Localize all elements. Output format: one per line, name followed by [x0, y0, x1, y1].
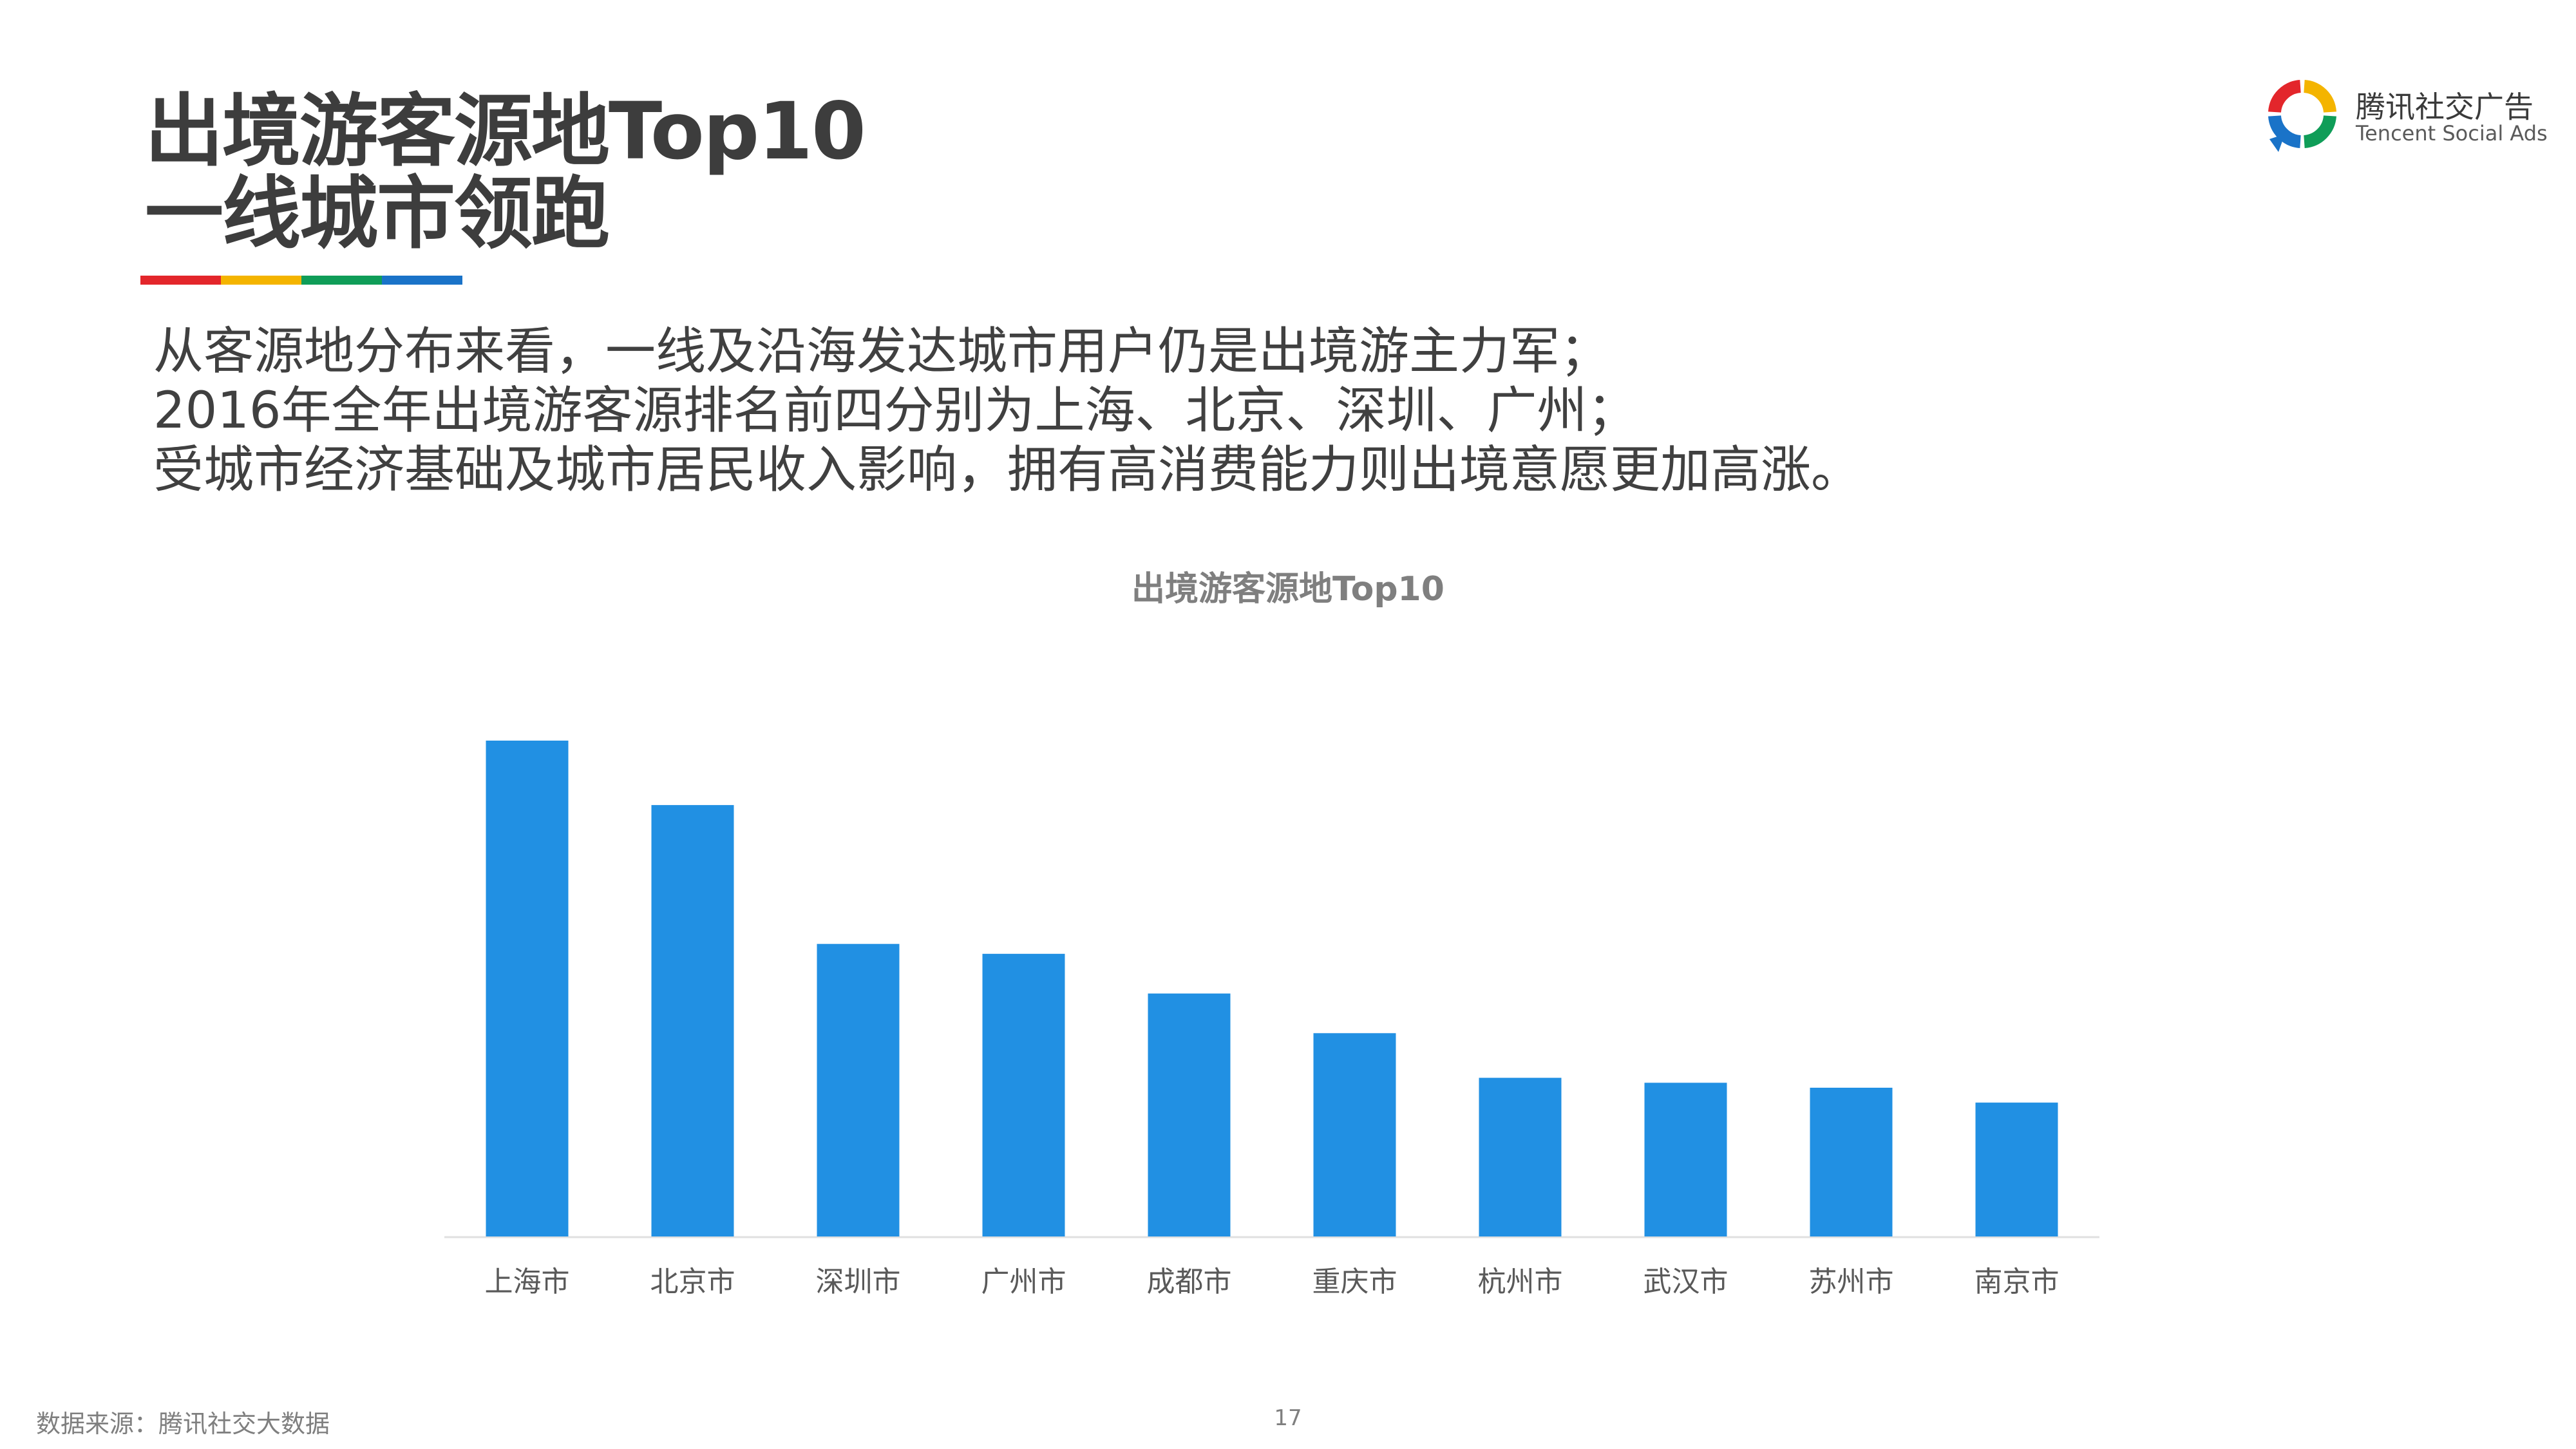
x-tick-label-2: 北京市 [650, 1265, 735, 1298]
page-title-line-1: 出境游客源地Top10 [145, 86, 866, 177]
bar-10 [1975, 1103, 2058, 1236]
page-title-line-2: 一线城市领跑 [145, 168, 610, 260]
accent-yellow [221, 276, 301, 285]
x-tick-label-10: 南京市 [1975, 1265, 2060, 1298]
x-tick-label-4: 广州市 [981, 1265, 1066, 1298]
logo-bubble-tail [2269, 134, 2285, 152]
bar-chart: 上海市 北京市 深圳市 广州市 成都市 重庆市 杭州市 武汉市 苏州市 南京市 [444, 741, 2099, 1298]
x-tick-label-8: 武汉市 [1643, 1265, 1728, 1298]
bar-1 [486, 741, 569, 1236]
logo-icon [2268, 80, 2336, 152]
x-tick-label-3: 深圳市 [816, 1265, 901, 1298]
data-source-note: 数据来源：腾讯社交大数据 [36, 1410, 330, 1438]
x-tick-label-5: 成都市 [1147, 1265, 1232, 1298]
bar-8 [1644, 1083, 1727, 1236]
x-tick-label-9: 苏州市 [1809, 1265, 1894, 1298]
accent-green [301, 276, 382, 285]
bar-4 [982, 954, 1065, 1236]
logo-name-en: Tencent Social Ads [2356, 121, 2548, 146]
title-accent-bar [140, 276, 462, 285]
intro-line-3: 受城市经济基础及城市居民收入影响，拥有高消费能力则出境意愿更加高涨。 [153, 441, 1862, 499]
bar-6 [1313, 1033, 1396, 1236]
x-tick-label-7: 杭州市 [1478, 1265, 1563, 1298]
bar-7 [1479, 1077, 1562, 1236]
logo-arc-green [2303, 115, 2336, 148]
accent-blue [382, 276, 462, 285]
accent-red [140, 276, 221, 285]
intro-text: 从客源地分布来看，一线及沿海发达城市用户仍是出境游主力军； 2016年全年出境游… [153, 322, 1861, 500]
bar-5 [1148, 993, 1231, 1236]
page-number: 17 [1274, 1405, 1302, 1431]
logo-arc-blue [2268, 115, 2302, 148]
logo-arc-yellow [2303, 80, 2336, 113]
tencent-social-ads-logo: 腾讯社交广告 Tencent Social Ads [2260, 72, 2548, 156]
x-tick-label-1: 上海市 [485, 1265, 570, 1298]
intro-line-2: 2016年全年出境游客源排名前四分别为上海、北京、深圳、广州； [153, 382, 1638, 440]
x-tick-label-6: 重庆市 [1312, 1265, 1397, 1298]
bar-2 [651, 805, 734, 1236]
chart-title: 出境游客源地Top10 [1132, 570, 1444, 609]
bar-9 [1810, 1088, 1893, 1236]
page-title: 出境游客源地Top10 一线城市领跑 [145, 86, 866, 260]
logo-arc-red [2268, 80, 2302, 113]
bar-3 [817, 943, 900, 1236]
logo-name-cn: 腾讯社交广告 [2356, 90, 2533, 124]
intro-line-1: 从客源地分布来看，一线及沿海发达城市用户仍是出境游主力军； [153, 323, 1611, 381]
